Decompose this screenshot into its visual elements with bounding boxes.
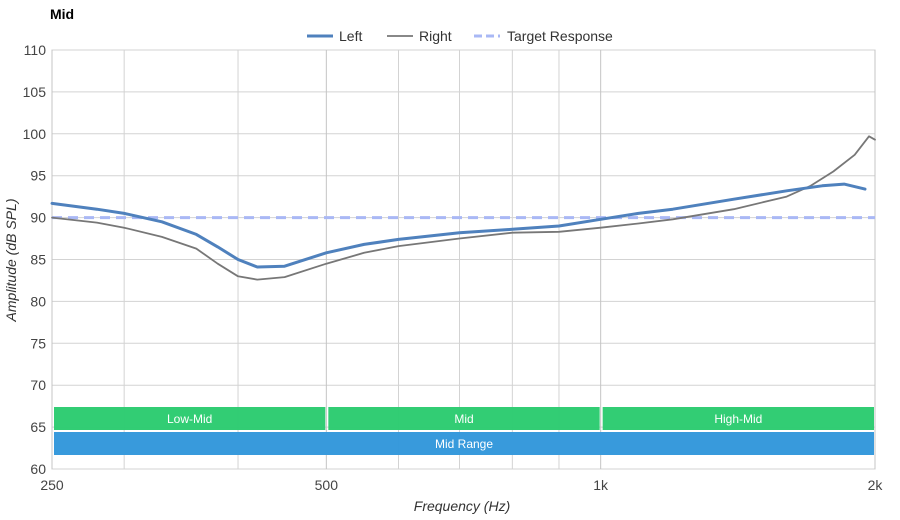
y-tick-label: 60 <box>30 461 46 477</box>
band-label: Mid Range <box>435 437 493 451</box>
y-tick-label: 75 <box>30 335 46 351</box>
legend: Left Right Target Response <box>307 28 613 44</box>
legend-label: Right <box>419 28 452 44</box>
band-label: High-Mid <box>714 412 762 426</box>
x-axis-ticks: 250 500 1k 2k <box>40 477 883 493</box>
y-tick-label: 95 <box>30 168 46 184</box>
x-tick-label: 500 <box>315 477 339 493</box>
grid <box>51 49 876 470</box>
x-tick-label: 2k <box>868 477 884 493</box>
x-tick-label: 250 <box>40 477 64 493</box>
y-tick-label: 65 <box>30 419 46 435</box>
y-axis-label: Amplitude (dB SPL) <box>3 199 19 323</box>
band-bar <box>54 407 326 430</box>
y-tick-label: 70 <box>30 377 46 393</box>
series-lines <box>50 135 876 281</box>
y-tick-label: 85 <box>30 252 46 268</box>
y-tick-label: 100 <box>23 126 47 142</box>
series-line-left <box>50 182 867 269</box>
band-bar <box>54 432 874 455</box>
x-axis-label: Frequency (Hz) <box>414 498 510 514</box>
y-tick-label: 80 <box>30 293 46 309</box>
series-line-right <box>51 135 876 281</box>
y-tick-label: 105 <box>23 84 47 100</box>
band-bar <box>328 407 600 430</box>
frequency-bands: Low-Mid Mid High-Mid Mid Range <box>54 407 874 455</box>
x-tick-label: 1k <box>593 477 609 493</box>
legend-label: Target Response <box>507 28 613 44</box>
y-tick-label: 90 <box>30 210 46 226</box>
y-axis-ticks: 60 65 70 75 80 85 90 95 100 105 110 <box>23 42 47 477</box>
chart-title: Mid <box>50 6 74 22</box>
y-tick-label: 110 <box>24 42 47 58</box>
band-label: Mid <box>454 412 473 426</box>
band-label: Low-Mid <box>167 412 212 426</box>
legend-label: Left <box>339 28 362 44</box>
band-bar <box>602 407 874 430</box>
